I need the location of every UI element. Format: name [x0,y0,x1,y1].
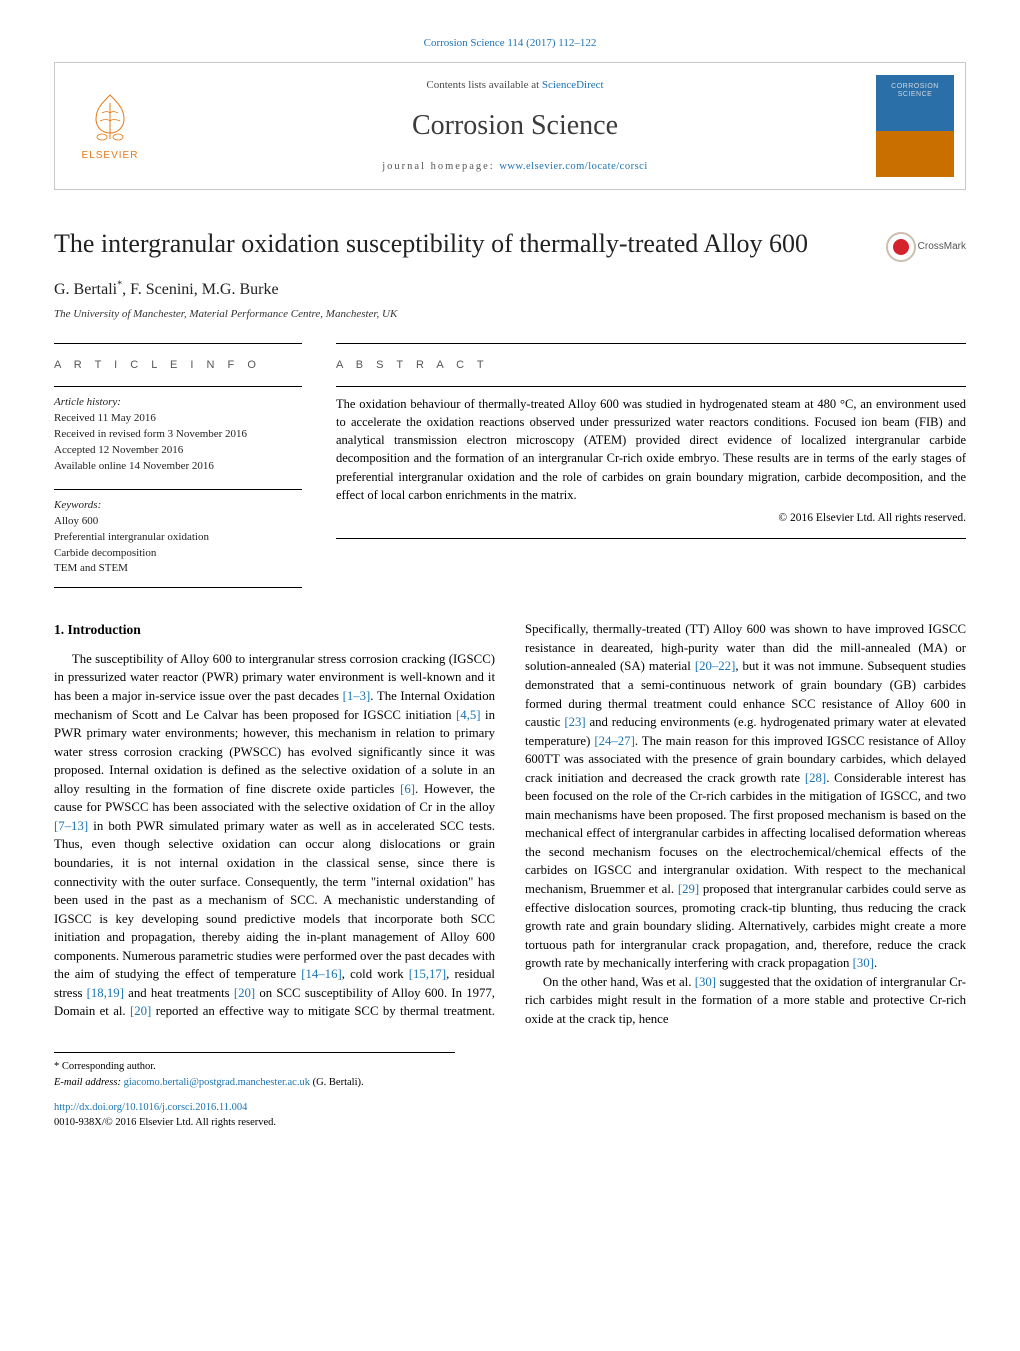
history-online: Available online 14 November 2016 [54,459,302,475]
keywords-heading: Keywords: [54,498,302,514]
homepage-label: journal homepage: [382,161,499,172]
cite[interactable]: [18,19] [87,986,124,1000]
keyword-item: Alloy 600 [54,514,302,530]
authors: G. Bertali*, F. Scenini, M.G. Burke [54,278,966,301]
keywords-block: Keywords: Alloy 600 Preferential intergr… [54,498,302,578]
sciencedirect-link[interactable]: ScienceDirect [542,79,604,91]
publisher-block: ELSEVIER [55,63,165,189]
crossmark-icon [886,232,916,262]
top-citation: Corrosion Science 114 (2017) 112–122 [54,36,966,52]
keyword-item: TEM and STEM [54,561,302,577]
article-info-col: A R T I C L E I N F O Article history: R… [54,343,302,588]
cite[interactable]: [15,17] [409,967,446,981]
cite[interactable]: [28] [805,771,826,785]
cite[interactable]: [20] [130,1004,151,1018]
journal-name: Corrosion Science [165,106,865,147]
page-root: Corrosion Science 114 (2017) 112–122 ELS… [0,0,1020,1170]
cite[interactable]: [30] [853,956,874,970]
body-columns: 1. Introduction The susceptibility of Al… [54,620,966,1028]
cover-thumb-wrap: CORROSION SCIENCE [865,63,965,189]
email-link[interactable]: giacomo.bertali@postgrad.manchester.ac.u… [124,1077,310,1088]
body-paragraph: On the other hand, Was et al. [30] sugge… [525,973,966,1029]
body-paragraph: The susceptibility of Alloy 600 to inter… [54,620,966,1028]
homepage-line: journal homepage: www.elsevier.com/locat… [165,159,865,174]
citation-link[interactable]: Corrosion Science 114 (2017) 112–122 [424,37,597,49]
crossmark-label: CrossMark [918,240,966,255]
issn-copyright: 0010-938X/© 2016 Elsevier Ltd. All right… [54,1115,966,1130]
affiliation: The University of Manchester, Material P… [54,307,966,323]
cite[interactable]: [24–27] [594,734,635,748]
paper-title: The intergranular oxidation susceptibili… [54,228,870,261]
email-line: E-mail address: giacomo.bertali@postgrad… [54,1075,455,1090]
cite[interactable]: [23] [564,715,585,729]
keywords-end-rule [54,587,302,588]
doi-link[interactable]: http://dx.doi.org/10.1016/j.corsci.2016.… [54,1102,247,1113]
cover-title: CORROSION SCIENCE [876,83,954,98]
cite[interactable]: [6] [400,782,415,796]
copyright: © 2016 Elsevier Ltd. All rights reserved… [336,510,966,527]
contents-prefix: Contents lists available at [426,79,541,91]
corr-author-note: * Corresponding author. [54,1059,455,1074]
header-center: Contents lists available at ScienceDirec… [165,63,865,189]
abstract-label: A B S T R A C T [336,358,966,374]
keywords-rule [54,489,302,490]
history-accepted: Accepted 12 November 2016 [54,443,302,459]
cite[interactable]: [1–3] [343,689,371,703]
abstract-end-rule [336,538,966,539]
info-rule [54,386,302,387]
elsevier-tree-icon [82,89,138,145]
journal-header: ELSEVIER Contents lists available at Sci… [54,62,966,190]
keyword-item: Preferential intergranular oxidation [54,530,302,546]
crossmark-widget[interactable]: CrossMark [886,232,966,262]
contents-line: Contents lists available at ScienceDirec… [165,78,865,94]
corr-marker: * [117,280,122,291]
email-suffix: (G. Bertali). [310,1077,364,1088]
abstract-col: A B S T R A C T The oxidation behaviour … [336,343,966,588]
history-block: Article history: Received 11 May 2016 Re… [54,395,302,475]
author-list: G. Bertali*, F. Scenini, M.G. Burke [54,281,279,298]
abstract-text: The oxidation behaviour of thermally-tre… [336,395,966,504]
cite[interactable]: [30] [695,975,716,989]
cite[interactable]: [7–13] [54,819,88,833]
doi-block: http://dx.doi.org/10.1016/j.corsci.2016.… [54,1100,966,1130]
email-label: E-mail address: [54,1077,124,1088]
section-heading: 1. Introduction [54,620,495,640]
info-abstract-row: A R T I C L E I N F O Article history: R… [54,343,966,588]
abstract-rule [336,386,966,387]
cite[interactable]: [14–16] [301,967,342,981]
keyword-item: Carbide decomposition [54,546,302,562]
publisher-name: ELSEVIER [82,149,139,164]
cite[interactable]: [20–22] [695,659,736,673]
cite[interactable]: [29] [678,882,699,896]
homepage-url[interactable]: www.elsevier.com/locate/corsci [499,161,647,172]
history-heading: Article history: [54,395,302,411]
journal-cover-thumb: CORROSION SCIENCE [876,75,954,177]
title-row: The intergranular oxidation susceptibili… [54,228,966,262]
footnotes: * Corresponding author. E-mail address: … [54,1052,455,1089]
history-received: Received 11 May 2016 [54,411,302,427]
cite[interactable]: [4,5] [456,708,481,722]
history-revised: Received in revised form 3 November 2016 [54,427,302,443]
cite[interactable]: [20] [234,986,255,1000]
article-info-label: A R T I C L E I N F O [54,358,302,374]
